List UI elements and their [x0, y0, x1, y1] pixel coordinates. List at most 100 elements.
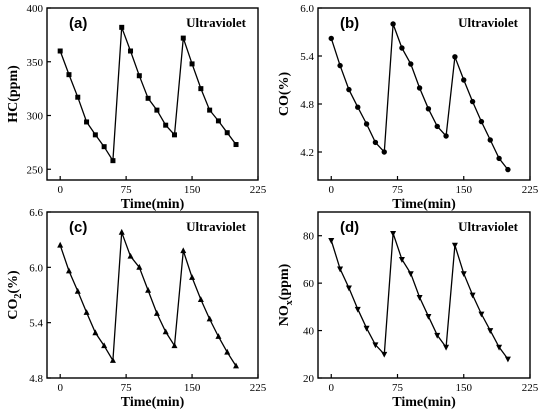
panel-letter: (d)	[340, 219, 359, 236]
data-point	[57, 48, 63, 54]
y-axis-title: CO(%)	[277, 72, 292, 117]
x-tick-label: 75	[121, 382, 133, 394]
x-tick-label: 0	[57, 382, 63, 394]
plot-frame	[46, 211, 259, 379]
y-tick-label: 6.0	[29, 262, 43, 274]
data-point	[363, 121, 370, 127]
data-point	[345, 285, 352, 292]
data-point	[408, 61, 414, 67]
data-point	[145, 286, 152, 293]
data-point	[75, 94, 81, 100]
data-point	[443, 133, 449, 139]
data-point	[128, 48, 134, 54]
x-axis-title: Time(min)	[392, 197, 456, 212]
data-point	[337, 266, 344, 273]
series-line	[59, 232, 237, 367]
data-point	[180, 247, 187, 254]
data-point	[84, 119, 90, 125]
data-point	[469, 98, 476, 105]
data-point	[224, 130, 230, 136]
plot-frame	[317, 211, 531, 379]
data-point	[451, 242, 458, 249]
x-tick-label: 225	[522, 382, 539, 394]
x-tick-label: 225	[250, 382, 267, 394]
data-point	[66, 72, 72, 78]
data-point	[328, 35, 334, 42]
data-point	[171, 132, 177, 138]
y-tick-label: 4.2	[300, 147, 314, 159]
data-point	[505, 166, 511, 173]
x-tick-label: 150	[456, 382, 473, 394]
data-point	[390, 230, 397, 237]
x-tick-label: 225	[522, 184, 539, 196]
data-point	[215, 118, 221, 124]
x-tick-label: 0	[329, 184, 335, 196]
data-point	[101, 342, 108, 349]
data-point	[154, 107, 160, 113]
data-point	[355, 104, 361, 110]
data-point	[469, 292, 476, 299]
series-line	[330, 23, 509, 171]
y-tick-label: 400	[27, 3, 44, 15]
data-point	[198, 86, 204, 92]
data-point	[92, 132, 98, 138]
x-tick-label: 0	[57, 184, 63, 196]
data-point	[372, 139, 379, 146]
y-tick-label: 5.4	[300, 51, 314, 63]
data-point	[127, 252, 134, 259]
x-tick-label: 0	[329, 382, 335, 394]
data-point	[207, 107, 213, 113]
series-line	[59, 27, 237, 163]
x-tick-label: 75	[392, 382, 404, 394]
y-tick-label: 40	[303, 326, 315, 338]
panel-letter: (a)	[69, 15, 87, 32]
x-axis-title: Time(min)	[121, 395, 185, 410]
data-point	[416, 294, 423, 301]
data-point	[407, 271, 414, 278]
data-point	[119, 24, 125, 30]
data-point	[504, 356, 511, 363]
data-point	[381, 351, 388, 358]
x-tick-label: 150	[184, 382, 201, 394]
y-tick-label: 60	[303, 278, 315, 290]
data-point	[189, 61, 195, 67]
x-tick-label: 75	[392, 184, 404, 196]
data-point	[83, 309, 90, 315]
data-point	[328, 238, 335, 244]
data-point	[496, 344, 503, 351]
data-point	[478, 118, 485, 125]
data-point	[74, 287, 81, 294]
data-point	[434, 332, 441, 339]
x-tick-label: 150	[184, 184, 201, 196]
condition-label: Ultraviolet	[458, 219, 519, 234]
plot-frame	[46, 7, 259, 181]
data-point	[372, 342, 379, 349]
data-point	[233, 362, 240, 369]
data-point	[425, 313, 432, 320]
data-point	[153, 310, 160, 316]
data-point	[136, 73, 142, 79]
chart-panel-d: 0 75 150 225 20 40 60 80 Time(min) NOx(ppm) (d) Ult…	[277, 211, 539, 410]
data-point	[337, 62, 343, 69]
data-point	[363, 325, 370, 332]
data-point	[354, 306, 361, 313]
condition-label: Ultraviolet	[186, 15, 247, 30]
data-point	[487, 328, 494, 334]
x-axis-title: Time(min)	[121, 197, 185, 212]
y-tick-label: 250	[27, 164, 44, 176]
data-point	[425, 106, 432, 112]
data-point	[398, 257, 405, 263]
data-point	[109, 357, 116, 363]
data-point	[189, 274, 196, 280]
y-tick-label: 4.8	[29, 373, 43, 385]
y-tick-label: 20	[303, 373, 315, 385]
x-tick-label: 150	[456, 184, 473, 196]
data-point	[92, 329, 99, 336]
x-tick-label: 75	[121, 184, 133, 196]
x-axis-title: Time(min)	[392, 395, 456, 410]
data-point	[487, 137, 493, 143]
data-point	[110, 158, 116, 164]
data-point	[460, 271, 467, 278]
data-point	[452, 54, 458, 60]
